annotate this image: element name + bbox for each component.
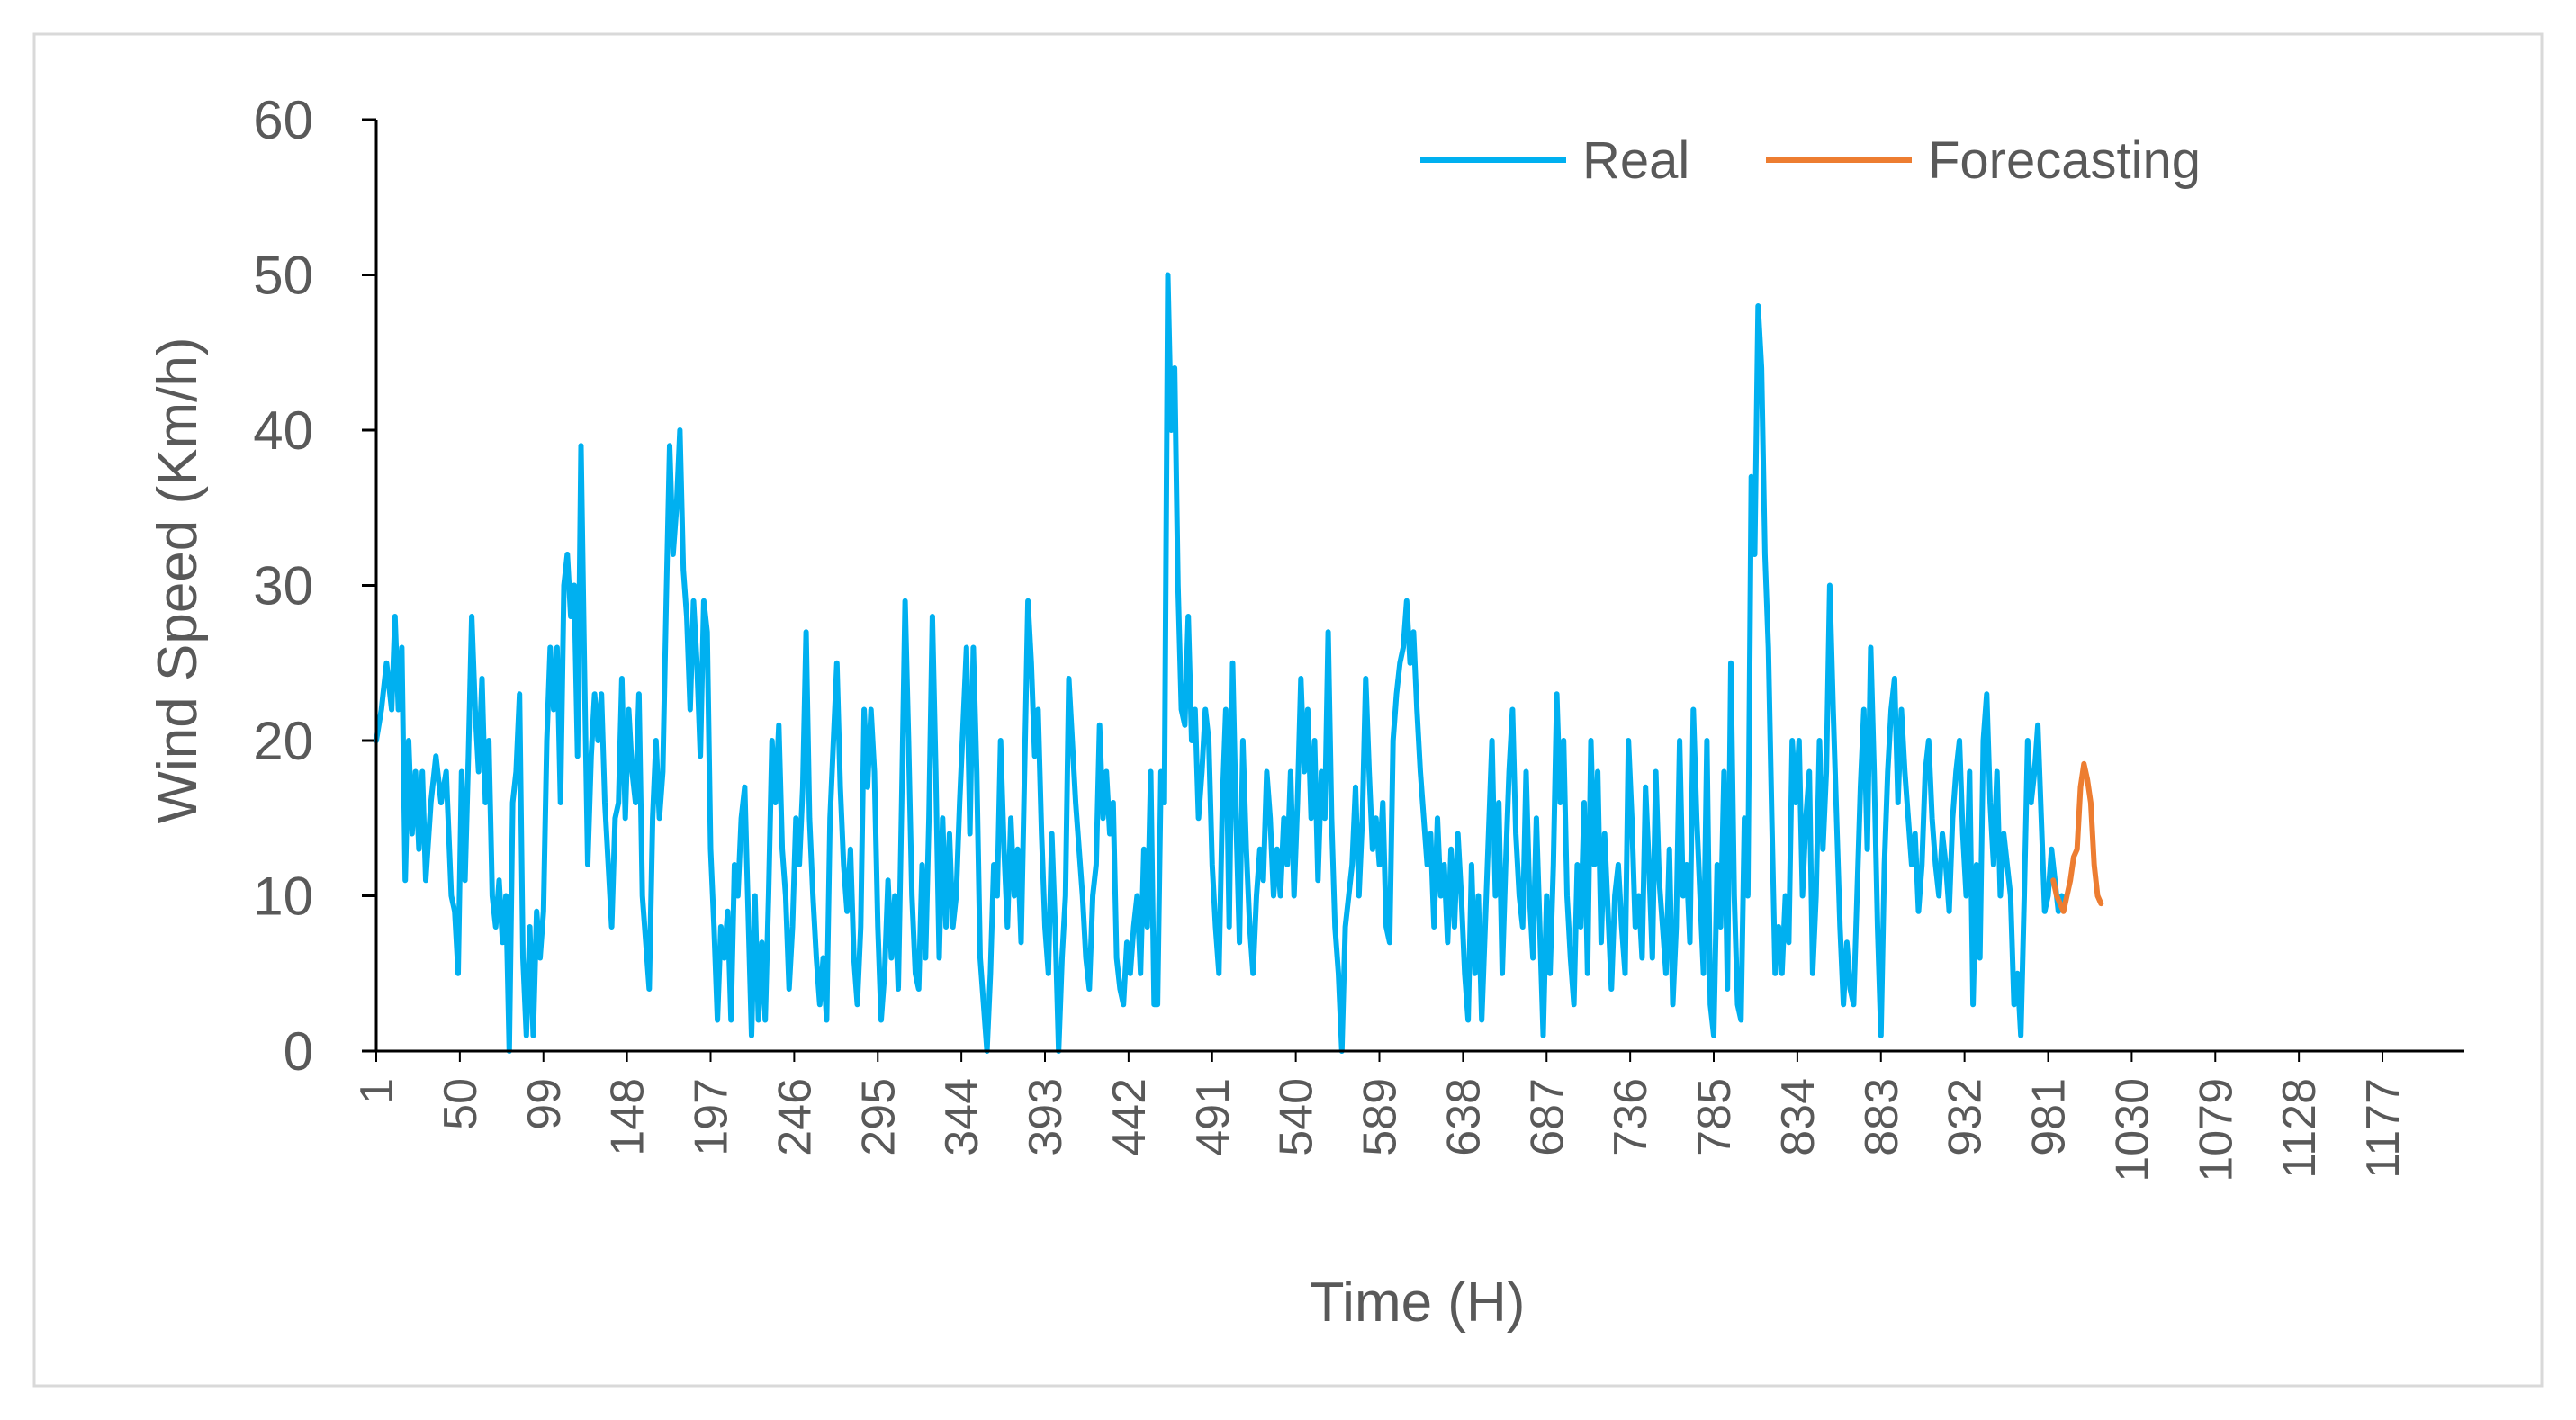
y-tick-label: 0	[284, 1021, 313, 1082]
x-tick-label: 883	[1856, 1078, 1908, 1156]
x-tick-label: 834	[1772, 1078, 1824, 1156]
x-tick-label: 638	[1437, 1078, 1490, 1156]
x-axis-title: Time (H)	[1311, 1272, 1526, 1334]
x-tick-label: 344	[936, 1078, 988, 1156]
legend-item-real: Real	[1420, 131, 1689, 190]
x-tick-label: 50	[435, 1078, 487, 1130]
series-layer	[374, 272, 2104, 1054]
y-axis-ticks: 0 10 20 30 40 50 60	[253, 90, 376, 1082]
x-tick-label: 736	[1605, 1078, 1657, 1156]
legend: Real Forecasting	[1420, 131, 2201, 190]
x-tick-label: 981	[2023, 1078, 2076, 1156]
x-tick-label: 687	[1521, 1078, 1573, 1156]
x-tick-label: 1128	[2274, 1078, 2326, 1179]
y-axis-title: Wind Speed (Km/h)	[147, 337, 209, 824]
x-tick-label: 148	[602, 1078, 654, 1156]
x-tick-label: 1030	[2106, 1078, 2158, 1182]
y-tick-label: 50	[253, 246, 313, 306]
x-tick-label: 197	[686, 1078, 738, 1156]
y-tick-label: 30	[253, 556, 313, 616]
x-tick-label: 540	[1271, 1078, 1323, 1156]
legend-label-forecasting: Forecasting	[1928, 131, 2201, 190]
series-line-real	[374, 272, 2065, 1054]
y-tick-label: 40	[253, 400, 313, 461]
x-axis-ticks: 1 50 99 148 197 246 295 344 393 442 491 540 589 638 68…	[351, 1051, 2409, 1182]
legend-label-real: Real	[1582, 131, 1689, 190]
x-tick-label: 1079	[2190, 1078, 2242, 1182]
y-tick-label: 10	[253, 867, 313, 927]
x-tick-label: 295	[852, 1078, 905, 1156]
y-tick-label: 20	[253, 711, 313, 771]
legend-item-forecasting: Forecasting	[1766, 131, 2201, 190]
x-tick-label: 491	[1187, 1078, 1239, 1156]
series-line-forecasting	[2050, 760, 2104, 914]
chart-border	[32, 32, 2544, 1388]
x-tick-label: 785	[1689, 1078, 1741, 1156]
x-tick-label: 589	[1355, 1078, 1407, 1156]
x-tick-label: 1	[351, 1078, 403, 1104]
y-tick-label: 60	[253, 90, 313, 150]
x-tick-label: 1177	[2357, 1078, 2409, 1179]
x-tick-label: 99	[518, 1078, 571, 1130]
x-tick-label: 393	[1020, 1078, 1072, 1156]
x-tick-label: 442	[1103, 1078, 1156, 1156]
x-tick-label: 246	[769, 1078, 821, 1156]
x-tick-label: 932	[1940, 1078, 1992, 1156]
